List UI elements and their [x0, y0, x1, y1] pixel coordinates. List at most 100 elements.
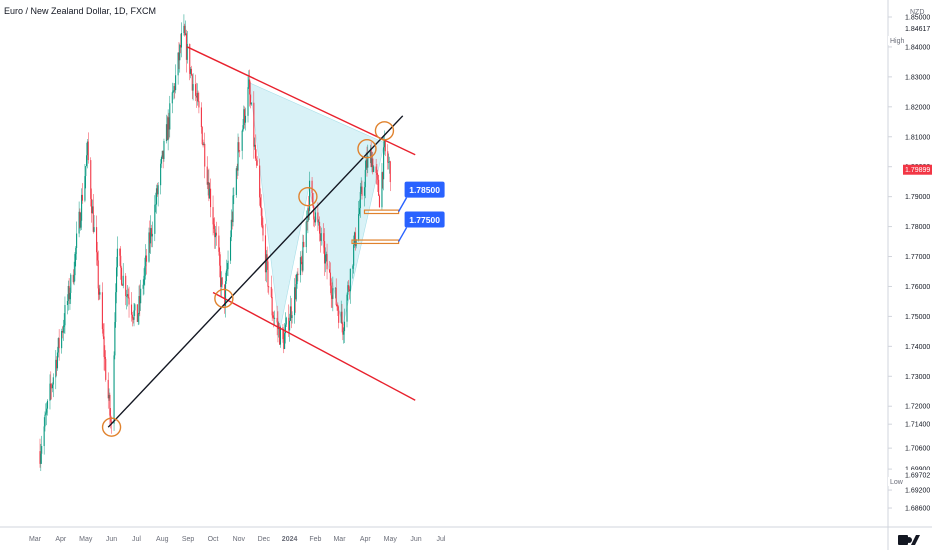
candle-body: [189, 43, 191, 74]
candle-body: [348, 289, 351, 292]
candle-body: [324, 255, 326, 264]
candle-body: [360, 186, 362, 193]
candle-body: [367, 155, 369, 168]
candle-body: [277, 322, 279, 330]
candle-body: [283, 339, 285, 349]
price-tick-label: 1.68600: [905, 506, 930, 513]
candle-body: [288, 317, 290, 331]
candle-body: [202, 144, 204, 145]
candle-body: [225, 270, 227, 282]
price-tick-label: 1.71400: [905, 422, 930, 429]
trend-line[interactable]: [107, 115, 404, 428]
candle-body: [119, 248, 121, 256]
candle-body: [167, 117, 169, 141]
candle-body: [175, 75, 177, 91]
candle-body: [150, 228, 152, 244]
candle-body: [192, 84, 194, 91]
candle-body: [180, 33, 182, 48]
candle-body: [183, 25, 185, 34]
candle-body: [229, 237, 232, 261]
high-value-tag: 1.84617: [905, 26, 930, 33]
candle-body: [209, 188, 211, 199]
candle-body: [303, 241, 305, 248]
candle-body: [131, 314, 133, 319]
candle-body: [203, 143, 205, 145]
price-tick-label: 1.73000: [905, 374, 930, 381]
candle-body: [319, 233, 321, 241]
candle-body: [373, 166, 375, 172]
candle-body: [165, 124, 168, 142]
candle-body: [348, 285, 350, 290]
candle-body: [276, 317, 278, 323]
candle-body: [378, 195, 381, 208]
highlight-circle[interactable]: [374, 121, 395, 141]
candle-body: [200, 107, 202, 128]
candle-body: [156, 188, 158, 195]
price-tick-label: 1.74000: [905, 344, 930, 351]
candle-body: [329, 272, 331, 286]
candle-body: [58, 338, 60, 349]
candle-body: [204, 143, 206, 167]
high-tag-label: High: [890, 38, 905, 45]
candle-body: [296, 273, 298, 285]
candle-body: [51, 387, 53, 389]
candle-body: [382, 172, 384, 180]
candle-body: [115, 292, 117, 322]
tradingview-logo[interactable]: [898, 535, 920, 545]
candle-body: [160, 157, 163, 164]
candle-body: [85, 166, 87, 177]
candle-body: [44, 414, 46, 427]
candle-body: [334, 287, 336, 289]
price-tick-label: 1.79000: [905, 194, 930, 201]
candle-body: [279, 327, 281, 345]
candle-body: [300, 257, 302, 262]
candle-body: [221, 277, 223, 285]
candle-body: [299, 257, 301, 276]
price-tick-label: 1.83000: [905, 74, 930, 81]
candle-body: [125, 275, 127, 297]
highlight-circle[interactable]: [101, 417, 122, 437]
candle-body: [198, 101, 200, 108]
candle-body: [371, 158, 373, 168]
time-tick-label: Oct: [208, 536, 219, 543]
high-value-tag-box: [903, 23, 932, 34]
candle-body: [67, 285, 69, 302]
candle-body: [376, 172, 378, 175]
trend-line[interactable]: [212, 291, 416, 401]
price-tick-label: 1.70600: [905, 446, 930, 453]
candle-body: [201, 127, 203, 145]
candle-body: [99, 292, 101, 295]
highlight-circle[interactable]: [357, 139, 377, 159]
candle-body: [215, 232, 217, 236]
candle-body: [69, 292, 71, 300]
candle-body: [63, 325, 65, 328]
price-callout-label: 1.78500: [409, 185, 440, 195]
candle-body: [266, 254, 268, 262]
candle-body: [195, 84, 197, 96]
candle-body: [190, 68, 192, 76]
candle-body: [369, 149, 371, 156]
time-tick-label: May: [79, 536, 93, 543]
candle-body: [323, 241, 326, 264]
candle-body: [161, 150, 163, 158]
candle-body: [108, 394, 110, 399]
candle-body: [347, 285, 349, 295]
time-tick-label: Dec: [258, 536, 271, 543]
candle-body: [365, 159, 367, 170]
candle-body: [282, 327, 284, 340]
candle-body: [387, 151, 389, 163]
candle-body: [66, 301, 69, 306]
time-tick-label: 2024: [282, 536, 298, 543]
candle-body: [306, 221, 308, 223]
candle-body: [128, 297, 130, 305]
candle-body: [134, 304, 136, 311]
highlight-circle[interactable]: [214, 288, 234, 309]
highlight-circle[interactable]: [298, 186, 318, 207]
candle-body: [173, 86, 175, 92]
time-tick-label: Apr: [55, 536, 67, 543]
candle-body: [219, 251, 221, 266]
candle-body: [70, 274, 72, 293]
candle-body: [49, 383, 51, 401]
candle-body: [68, 285, 70, 300]
